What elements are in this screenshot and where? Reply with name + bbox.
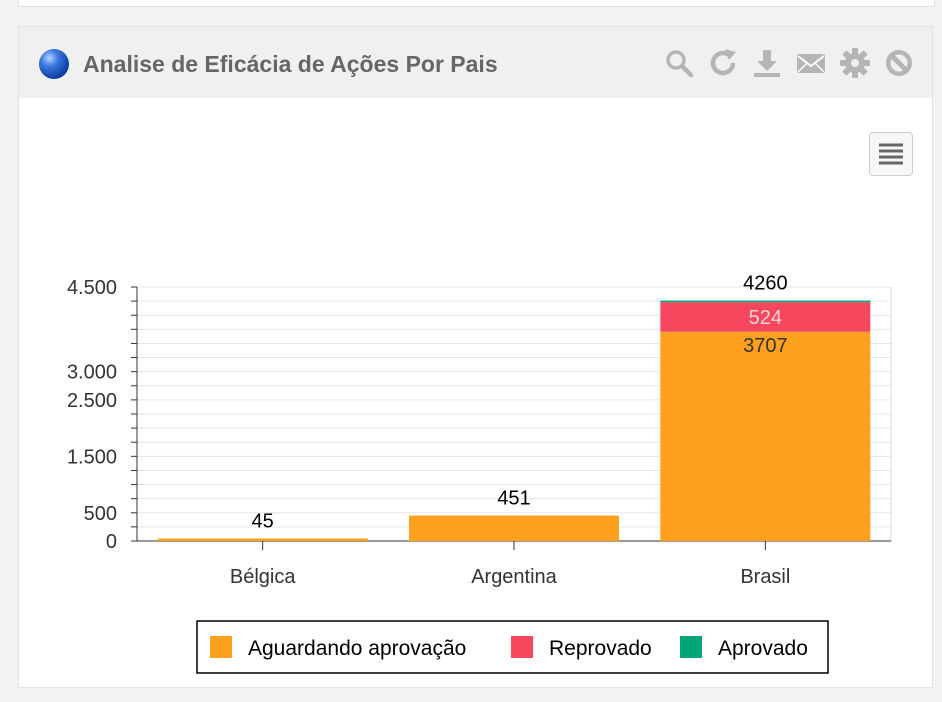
legend-swatch	[511, 636, 533, 658]
y-tick-label: 500	[84, 503, 117, 525]
x-tick-label: Brasil	[740, 566, 790, 588]
mail-icon[interactable]	[795, 47, 827, 79]
chart-menu-button[interactable]	[869, 132, 913, 176]
data-label: 451	[497, 488, 530, 510]
block-icon[interactable]	[883, 47, 915, 79]
y-tick-label: 1.500	[67, 446, 117, 468]
data-label: 45	[252, 510, 274, 532]
y-tick-label: 2.500	[67, 390, 117, 412]
legend-item-label: Reprovado	[549, 637, 652, 660]
bar-aprovado	[660, 300, 871, 303]
bar-aguardando-aprova-o	[409, 515, 619, 541]
widget-title: Analise de Eficácia de Ações Por Pais	[83, 51, 498, 77]
previous-panel	[18, 0, 935, 7]
widget-header: Analise de Eficácia de Ações Por Pais	[19, 27, 932, 98]
gear-icon[interactable]	[839, 47, 871, 79]
x-tick-label: Argentina	[471, 566, 557, 588]
y-tick-label: 0	[106, 531, 117, 553]
refresh-icon[interactable]	[707, 47, 739, 79]
hamburger-icon	[879, 143, 903, 165]
data-label: 4260	[743, 273, 788, 295]
legend-item-label: Aguardando aprovação	[248, 637, 466, 660]
y-tick-label: 4.500	[67, 277, 117, 299]
y-tick-label: 3.000	[67, 362, 117, 384]
search-icon[interactable]	[663, 47, 695, 79]
data-label: 524	[749, 307, 782, 329]
legend-swatch	[210, 636, 232, 658]
legend-swatch	[680, 636, 702, 658]
bar-aguardando-aprova-o	[660, 331, 871, 541]
bar-reprovado	[660, 302, 871, 332]
x-tick-label: Bélgica	[230, 566, 296, 588]
data-label: 3707	[743, 335, 788, 357]
globe-icon	[39, 49, 69, 79]
download-icon[interactable]	[751, 47, 783, 79]
legend-item-label: Aprovado	[718, 637, 808, 660]
bar-aguardando-aprova-o	[157, 538, 368, 541]
